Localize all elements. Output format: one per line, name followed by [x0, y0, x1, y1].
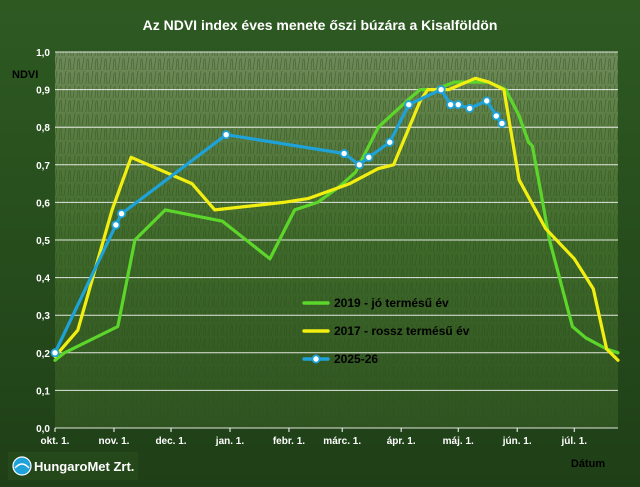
series-markers — [50, 85, 507, 358]
y-tick-label: 0,7 — [36, 161, 50, 172]
x-tick-label: máj. 1. — [443, 436, 474, 447]
y-tick-label: 0,9 — [36, 86, 50, 97]
x-tick-label: ápr. 1. — [387, 436, 416, 447]
y-axis-label: NDVI — [12, 69, 38, 81]
x-tick-label: okt. 1. — [41, 436, 70, 447]
series-marker — [385, 137, 395, 147]
series-marker — [404, 100, 414, 110]
y-tick-label: 0,0 — [36, 424, 50, 435]
y-tick-label: 0,2 — [36, 349, 50, 360]
x-tick-label: júl. 1. — [560, 436, 587, 447]
series-marker — [491, 111, 501, 121]
y-tick-label: 0,8 — [36, 123, 50, 134]
series-lines — [53, 76, 620, 362]
series-marker — [436, 85, 446, 95]
series-marker — [453, 100, 463, 110]
x-tick-label: nov. 1. — [98, 436, 129, 447]
x-tick-label: dec. 1. — [155, 436, 186, 447]
y-tick-label: 0,6 — [36, 198, 50, 209]
series-marker — [364, 152, 374, 162]
chart-title: Az NDVI index éves menete őszi búzára a … — [143, 17, 498, 33]
series-marker — [50, 348, 60, 358]
hungaromet-logo: HungaroMet Zrt. — [8, 452, 138, 480]
series-marker — [465, 103, 475, 113]
x-tick-label: jún. 1. — [502, 436, 532, 447]
series-marker — [111, 220, 121, 230]
legend: 2019 - jó termésű év 2017 - rossz termésű… — [302, 296, 470, 366]
x-axis-ticks: okt. 1. nov. 1. dec. 1. jan. 1. febr. 1. márc… — [41, 428, 587, 447]
series-line-2 — [53, 87, 504, 355]
x-tick-label: márc. 1. — [323, 436, 361, 447]
x-tick-label: jan. 1. — [215, 436, 245, 447]
grid-lines — [55, 51, 618, 429]
legend-marker — [311, 354, 321, 364]
series-marker — [221, 130, 231, 140]
legend-label: 2019 - jó termésű év — [334, 296, 449, 310]
series-marker — [482, 96, 492, 106]
y-tick-label: 0,3 — [36, 311, 50, 322]
y-axis-ticks: 0,0 0,1 0,2 0,3 0,4 0,5 0,6 0,7 0,8 0,9 1,0 — [36, 48, 50, 435]
x-tick-label: febr. 1. — [273, 436, 305, 447]
series-marker — [497, 118, 507, 128]
y-tick-label: 0,1 — [36, 386, 50, 397]
series-marker — [339, 149, 349, 159]
logo-icon — [12, 456, 32, 476]
legend-label: 2025-26 — [334, 352, 378, 366]
logo-text: HungaroMet Zrt. — [34, 459, 134, 474]
y-tick-label: 1,0 — [36, 48, 50, 59]
legend-label: 2017 - rossz termésű év — [334, 324, 470, 338]
series-marker — [446, 100, 456, 110]
x-axis-label: Dátum — [571, 458, 605, 470]
y-tick-label: 0,5 — [36, 236, 50, 247]
series-marker — [117, 209, 127, 219]
series-line-1 — [53, 76, 620, 362]
series-marker — [354, 160, 364, 170]
y-tick-label: 0,4 — [36, 274, 50, 285]
